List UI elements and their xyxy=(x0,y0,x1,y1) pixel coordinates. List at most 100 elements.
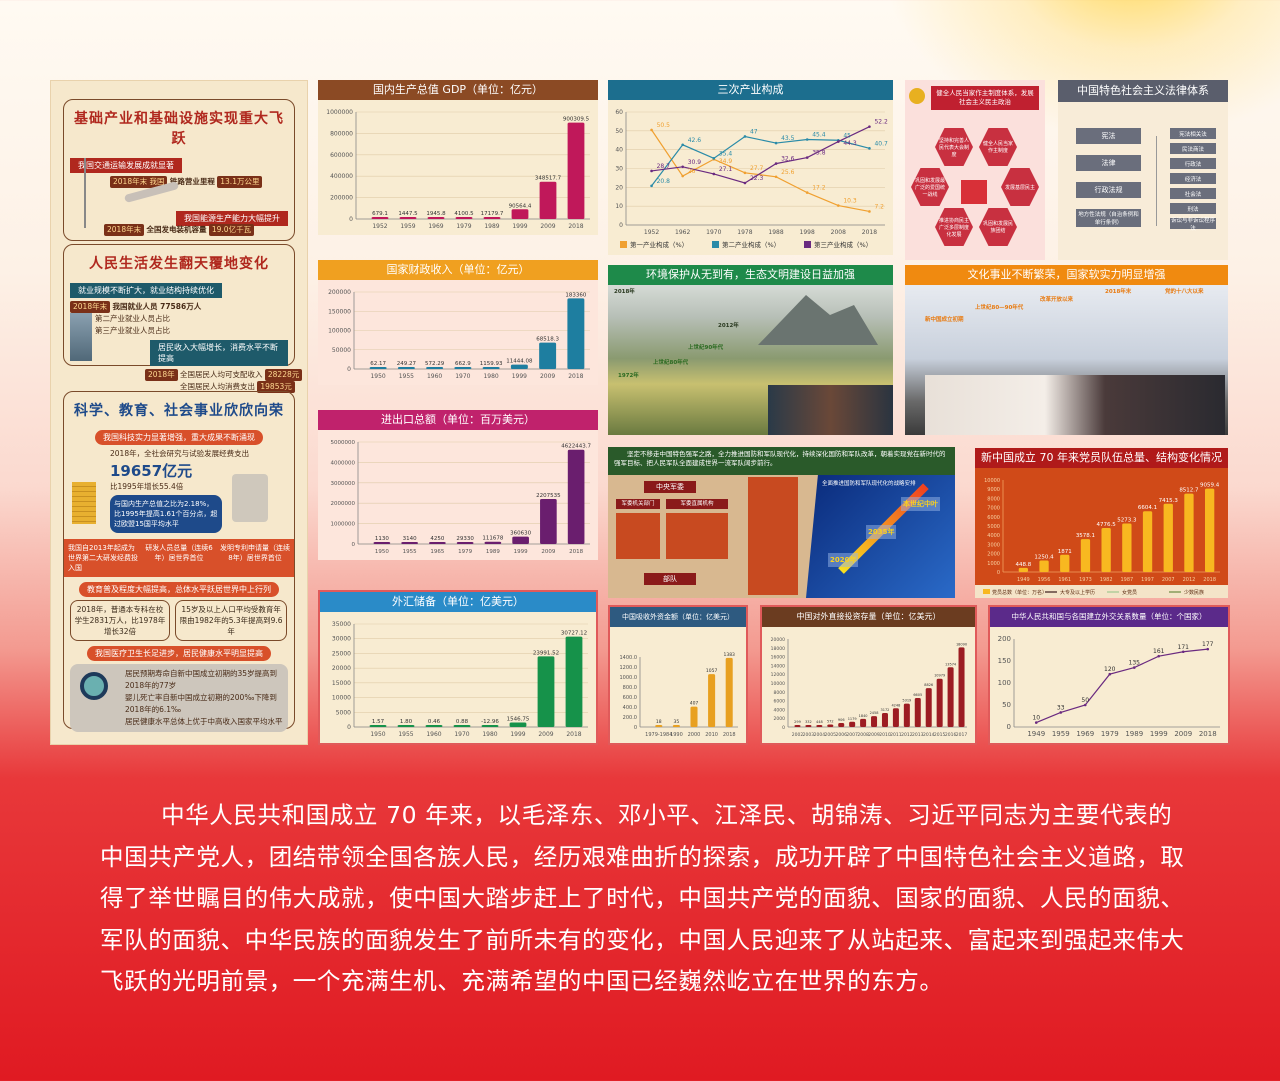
bar xyxy=(794,725,801,727)
x-tick-label: 1950 xyxy=(375,549,389,555)
x-tick-label: 2010 xyxy=(879,732,891,738)
x-tick-label: 1949 xyxy=(1017,577,1030,583)
data-point xyxy=(1181,650,1185,654)
series-line xyxy=(651,135,870,187)
democracy-item: 健全人民当家作主制度 xyxy=(979,128,1017,166)
y-tick-label: 400000 xyxy=(330,173,353,180)
x-tick-label: 2018 xyxy=(568,373,583,380)
data-label: 0.46 xyxy=(428,719,441,725)
party-bar-chart: 0 1000 2000 3000 4000 5000 6000 7000 8000 9000 100… xyxy=(975,478,1228,598)
data-point xyxy=(868,210,871,213)
data-label: 572 xyxy=(827,719,834,723)
y-tick-label: 9000 xyxy=(987,487,1000,493)
banner: 我国医疗卫生长足进步，居民健康水平明显提高 xyxy=(87,646,271,661)
bar xyxy=(373,542,391,544)
data-label: 23991.52 xyxy=(533,650,559,656)
y-tick-label: 50000 xyxy=(332,347,351,354)
banner: 就业规模不断扩大，就业结构持续优化 xyxy=(70,283,222,298)
x-tick-label: 2017 xyxy=(956,732,968,738)
data-label: 448 xyxy=(816,720,823,724)
bar xyxy=(690,706,698,727)
data-label: 6605 xyxy=(913,693,922,697)
bar xyxy=(511,209,529,219)
y-tick-label: 2000000 xyxy=(331,501,356,507)
year-badge: 2018年末 xyxy=(104,224,145,236)
departments-block xyxy=(616,513,660,559)
x-tick-label: 2018 xyxy=(723,732,736,738)
x-tick-label: 2007 xyxy=(1162,577,1175,583)
data-label: 5273.3 xyxy=(1117,517,1137,523)
education-stat: 2018年，普通本专科在校学生2831万人，比1978年增长32倍 xyxy=(70,600,170,641)
data-point xyxy=(650,128,653,132)
data-label: 4622443.7 xyxy=(561,444,591,450)
data-label: 120 xyxy=(1104,666,1116,673)
y-tick-label: 0 xyxy=(997,570,1000,576)
y-tick-label: 8000 xyxy=(774,690,786,696)
y-tick-label: 10000 xyxy=(984,478,1000,484)
data-label: 900309.5 xyxy=(563,117,590,123)
law-panel: 中国特色社会主义法律体系 宪法 法律 行政法规 地方性法规（自治条例和单行条例）… xyxy=(1058,80,1228,260)
data-label: 3172 xyxy=(881,708,890,712)
data-label: 13574 xyxy=(945,662,957,666)
y-tick-label: 25000 xyxy=(332,650,351,657)
x-tick-label: 1970 xyxy=(455,373,470,380)
democracy-item: 巩固和发展最广泛的爱国统一战线 xyxy=(911,168,949,206)
bar xyxy=(509,722,527,727)
data-label: 10 xyxy=(1032,715,1040,722)
bar xyxy=(567,122,585,219)
y-tick-label: 0 xyxy=(634,725,637,731)
data-label: 360630 xyxy=(510,531,531,537)
y-tick-label: 30000 xyxy=(332,636,351,643)
x-tick-label: 1973 xyxy=(1079,577,1092,583)
bar xyxy=(1101,528,1111,572)
x-tick-label: 2009 xyxy=(540,223,555,230)
chart-title: 外汇储备（单位：亿美元） xyxy=(320,592,596,612)
legend-label: 党员总数（单位：万名） xyxy=(992,589,1047,596)
law-level: 地方性法规（自治条例和单行条例） xyxy=(1076,209,1141,227)
data-label: 17.2 xyxy=(812,185,826,192)
x-tick-label: 2018 xyxy=(569,549,583,555)
y-tick-label: 600.0 xyxy=(623,695,637,701)
data-label: 183360 xyxy=(565,292,586,298)
magnifier-icon xyxy=(80,672,108,700)
data-label: 4248 xyxy=(891,703,900,707)
data-point xyxy=(650,169,653,173)
data-point xyxy=(1132,666,1136,669)
data-point xyxy=(868,147,871,150)
data-label: 18 xyxy=(656,719,662,725)
bar xyxy=(481,725,499,727)
law-level: 行政法规 xyxy=(1076,182,1141,198)
bar xyxy=(539,342,557,369)
data-label: 47 xyxy=(750,128,758,135)
x-tick-label: 2011 xyxy=(890,732,902,738)
x-tick-label: 1955 xyxy=(403,549,417,555)
bar xyxy=(805,725,812,727)
data-label: 4100.5 xyxy=(454,211,474,217)
bar xyxy=(816,725,823,727)
bar xyxy=(1184,493,1194,572)
data-label: 29330 xyxy=(456,536,474,542)
data-label: 1447.5 xyxy=(398,211,418,217)
x-tick-label: 1952 xyxy=(372,223,387,230)
data-label: 50.5 xyxy=(657,122,671,129)
rail-value: 13.1万公里 xyxy=(217,176,263,188)
data-point xyxy=(1157,654,1161,658)
x-tick-label: 1959 xyxy=(400,223,415,230)
industry-line-chart: 0 10 20 30 40 50 60 1952 1962 1970 1978 1988 1998 200… xyxy=(615,109,888,249)
trade-chart: 进出口总额（单位：百万美元） 0 1000000 2000000 3000000 400… xyxy=(318,410,598,560)
env-note: 上世纪80年代 xyxy=(653,360,689,366)
chart-title: 中国对外直接投资存量（单位：亿美元） xyxy=(762,607,975,627)
year-badge: 2018年末 xyxy=(70,301,111,313)
x-tick-label: 1982 xyxy=(1100,577,1113,583)
bar xyxy=(482,367,500,369)
bar xyxy=(540,498,557,544)
x-tick-label: 1965 xyxy=(430,549,444,555)
bar xyxy=(1122,523,1132,572)
data-label: 10.3 xyxy=(843,198,857,205)
data-label: 35.8 xyxy=(812,150,826,157)
data-label: 348517.7 xyxy=(535,176,562,182)
data-label: 5319 xyxy=(902,699,911,703)
data-label: 1159.93 xyxy=(480,361,503,367)
data-label: 1383 xyxy=(723,652,735,658)
bar xyxy=(903,703,910,727)
